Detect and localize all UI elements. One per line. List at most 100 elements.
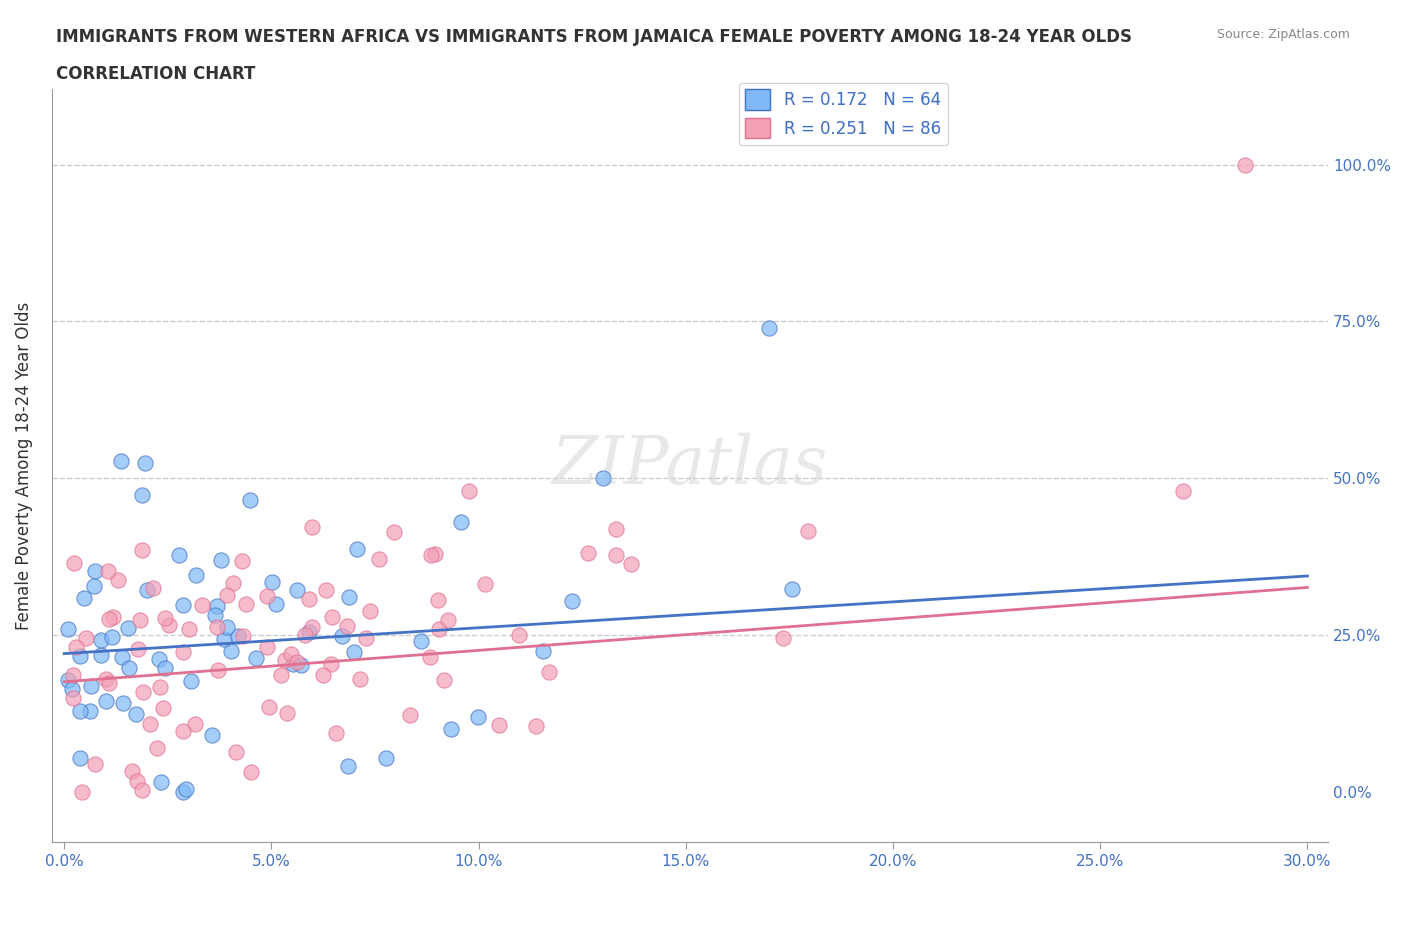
Point	[70, 784, 93, 799]
Point	[135, 583, 157, 598]
Point	[537, 664, 560, 679]
Point	[301, 620, 323, 635]
Point	[157, 618, 180, 632]
Point	[239, 492, 262, 507]
Point	[142, 580, 165, 595]
Point	[222, 575, 245, 590]
Point	[127, 774, 149, 789]
Point	[425, 547, 447, 562]
Point	[212, 631, 235, 646]
Point	[488, 718, 510, 733]
Point	[354, 631, 377, 645]
Point	[436, 613, 458, 628]
Point	[336, 618, 359, 633]
Point	[69, 649, 91, 664]
Point	[201, 727, 224, 742]
Point	[1234, 157, 1257, 172]
Point	[131, 543, 153, 558]
Point	[139, 716, 162, 731]
Point	[153, 611, 176, 626]
Point	[191, 598, 214, 613]
Point	[184, 716, 207, 731]
Point	[321, 609, 343, 624]
Point	[148, 652, 170, 667]
Point	[152, 701, 174, 716]
Point	[69, 703, 91, 718]
Point	[225, 744, 247, 759]
Text: ZIPatlas: ZIPatlas	[551, 432, 828, 498]
Point	[256, 639, 278, 654]
Point	[62, 555, 84, 570]
Text: IMMIGRANTS FROM WESTERN AFRICA VS IMMIGRANTS FROM JAMAICA FEMALE POVERTY AMONG 1: IMMIGRANTS FROM WESTERN AFRICA VS IMMIGR…	[56, 28, 1132, 46]
Point	[235, 597, 257, 612]
Point	[69, 751, 91, 766]
Point	[96, 694, 118, 709]
Point	[204, 607, 226, 622]
Point	[65, 640, 87, 655]
Point	[83, 578, 105, 593]
Point	[758, 320, 780, 335]
Point	[111, 650, 134, 665]
Point	[312, 667, 335, 682]
Point	[153, 660, 176, 675]
Point	[298, 591, 321, 606]
Point	[256, 589, 278, 604]
Point	[125, 707, 148, 722]
Point	[101, 630, 124, 644]
Point	[315, 582, 337, 597]
Point	[145, 741, 167, 756]
Y-axis label: Female Poverty Among 18-24 Year Olds: Female Poverty Among 18-24 Year Olds	[15, 301, 32, 630]
Point	[1171, 484, 1194, 498]
Point	[117, 620, 139, 635]
Point	[298, 625, 321, 640]
Point	[205, 598, 228, 613]
Point	[184, 568, 207, 583]
Point	[83, 564, 105, 578]
Point	[134, 456, 156, 471]
Point	[107, 572, 129, 587]
Point	[58, 621, 80, 636]
Point	[578, 545, 600, 560]
Point	[399, 708, 422, 723]
Point	[605, 522, 627, 537]
Point	[346, 541, 368, 556]
Point	[280, 646, 302, 661]
Point	[592, 471, 614, 485]
Point	[131, 782, 153, 797]
Point	[173, 784, 195, 799]
Point	[450, 515, 472, 530]
Point	[433, 672, 456, 687]
Point	[420, 547, 443, 562]
Point	[239, 764, 262, 779]
Point	[80, 678, 103, 693]
Point	[176, 781, 198, 796]
Point	[467, 710, 489, 724]
Point	[217, 588, 239, 603]
Point	[780, 581, 803, 596]
Point	[458, 484, 481, 498]
Point	[294, 628, 316, 643]
Point	[60, 682, 83, 697]
Point	[90, 648, 112, 663]
Point	[84, 757, 107, 772]
Point	[127, 642, 149, 657]
Point	[132, 684, 155, 699]
Point	[98, 676, 121, 691]
Point	[245, 650, 267, 665]
Point	[172, 644, 194, 659]
Point	[209, 552, 232, 567]
Point	[90, 633, 112, 648]
Point	[382, 525, 405, 540]
Point	[274, 653, 297, 668]
Point	[98, 612, 121, 627]
Point	[148, 680, 170, 695]
Point	[526, 719, 548, 734]
Point	[79, 703, 101, 718]
Point	[290, 658, 312, 672]
Point	[219, 644, 242, 658]
Point	[75, 631, 97, 645]
Point	[531, 644, 554, 658]
Point	[375, 751, 398, 765]
Point	[440, 721, 463, 736]
Point	[270, 668, 292, 683]
